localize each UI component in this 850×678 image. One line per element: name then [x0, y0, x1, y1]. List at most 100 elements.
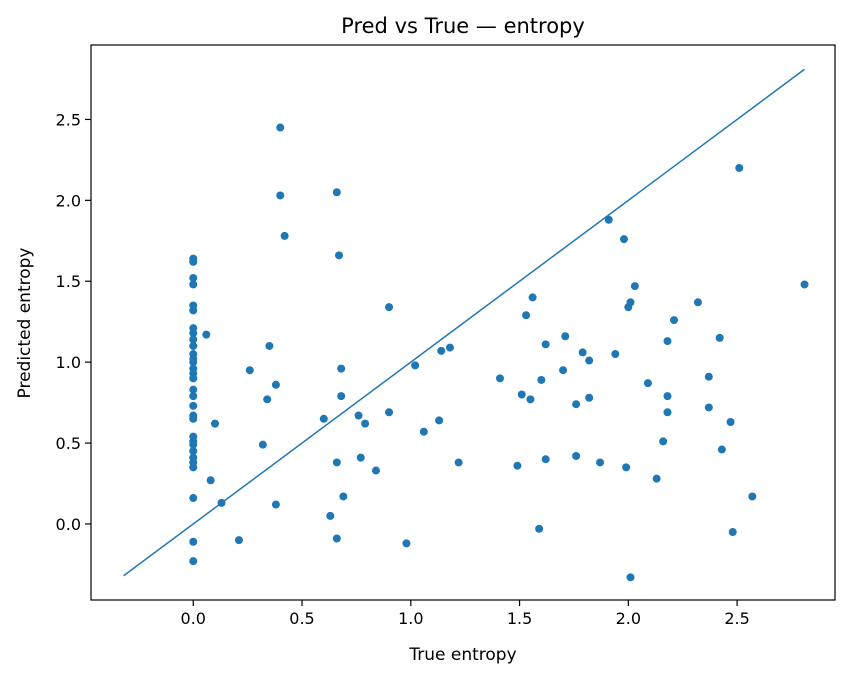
data-point: [206, 476, 215, 485]
data-point: [332, 188, 341, 197]
data-point: [258, 440, 267, 449]
x-axis-label: True entropy: [408, 645, 516, 665]
data-point: [189, 494, 198, 503]
data-point: [234, 536, 243, 545]
data-point: [402, 539, 411, 548]
data-point: [189, 329, 198, 338]
x-tick-label: 0.0: [181, 609, 206, 628]
data-point: [276, 123, 285, 132]
data-point: [528, 293, 537, 302]
data-point: [319, 414, 328, 423]
data-point: [202, 330, 211, 339]
data-point: [643, 379, 652, 388]
data-point: [572, 400, 581, 409]
data-point: [435, 416, 444, 425]
data-point: [619, 235, 628, 244]
y-tick-label: 1.5: [56, 272, 81, 291]
data-point: [385, 303, 394, 312]
y-tick-label: 2.5: [56, 110, 81, 129]
x-tick-label: 2.0: [616, 609, 641, 628]
data-point: [693, 298, 702, 307]
data-point: [276, 191, 285, 200]
x-tick-label: 0.5: [289, 609, 314, 628]
y-tick-label: 0.0: [56, 515, 81, 534]
data-point: [354, 411, 363, 420]
data-point: [454, 458, 463, 467]
data-point: [189, 447, 198, 456]
data-point: [189, 374, 198, 383]
data-point: [585, 393, 594, 402]
data-point: [522, 311, 531, 320]
data-point: [704, 403, 713, 412]
data-point: [211, 419, 219, 428]
data-point: [339, 492, 348, 501]
data-point: [189, 392, 198, 401]
data-point: [189, 557, 198, 566]
data-point: [663, 392, 672, 401]
data-point: [361, 419, 370, 428]
data-point: [445, 343, 454, 352]
data-point: [189, 401, 198, 410]
data-point: [585, 356, 594, 365]
data-point: [189, 257, 198, 266]
x-tick-label: 2.5: [724, 609, 749, 628]
data-point: [748, 492, 757, 501]
data-point: [704, 372, 713, 381]
data-point: [726, 418, 735, 427]
data-point: [578, 348, 587, 357]
data-point: [419, 427, 428, 436]
data-point: [717, 445, 726, 454]
data-point: [371, 466, 380, 475]
plot-area: [123, 68, 809, 582]
data-point: [611, 350, 620, 359]
data-point: [332, 458, 341, 467]
data-point: [356, 453, 365, 462]
data-point: [189, 341, 198, 350]
y-tick-label: 2.0: [56, 191, 81, 210]
data-point: [541, 340, 550, 349]
chart-title: Pred vs True — entropy: [341, 14, 585, 38]
data-point: [604, 215, 613, 224]
data-point: [189, 280, 198, 289]
data-point: [663, 337, 672, 346]
data-point: [337, 392, 346, 401]
data-point: [217, 498, 226, 507]
data-point: [517, 390, 526, 399]
data-point: [572, 451, 581, 460]
data-point: [495, 374, 504, 383]
data-point: [189, 306, 198, 315]
data-point: [189, 537, 198, 546]
data-point: [715, 333, 724, 342]
data-point: [335, 251, 343, 260]
data-point: [626, 298, 635, 307]
y-tick-label: 1.0: [56, 353, 81, 372]
data-point: [800, 280, 809, 289]
data-point: [663, 408, 672, 417]
data-point: [189, 358, 198, 367]
data-point: [411, 361, 420, 370]
y-axis: 0.0 0.5 1.0 1.5 2.0 2.5: [56, 110, 91, 534]
y-tick-label: 0.5: [56, 434, 81, 453]
data-point: [537, 375, 546, 384]
data-point: [652, 474, 661, 483]
data-point: [189, 463, 198, 472]
data-point: [265, 341, 274, 350]
data-point: [596, 458, 605, 467]
plot-frame: [90, 44, 836, 601]
data-point: [280, 231, 289, 240]
data-point: [189, 274, 198, 283]
data-point: [189, 385, 198, 394]
data-point: [189, 335, 198, 344]
data-point: [630, 282, 639, 291]
data-point: [728, 528, 737, 537]
data-point: [735, 163, 744, 172]
x-tick-label: 1.5: [507, 609, 532, 628]
data-point: [385, 408, 394, 417]
data-point: [559, 366, 568, 375]
data-point: [659, 437, 668, 446]
identity-line: [123, 68, 805, 577]
data-point: [437, 346, 446, 355]
data-point: [326, 511, 335, 520]
data-point: [332, 534, 341, 543]
